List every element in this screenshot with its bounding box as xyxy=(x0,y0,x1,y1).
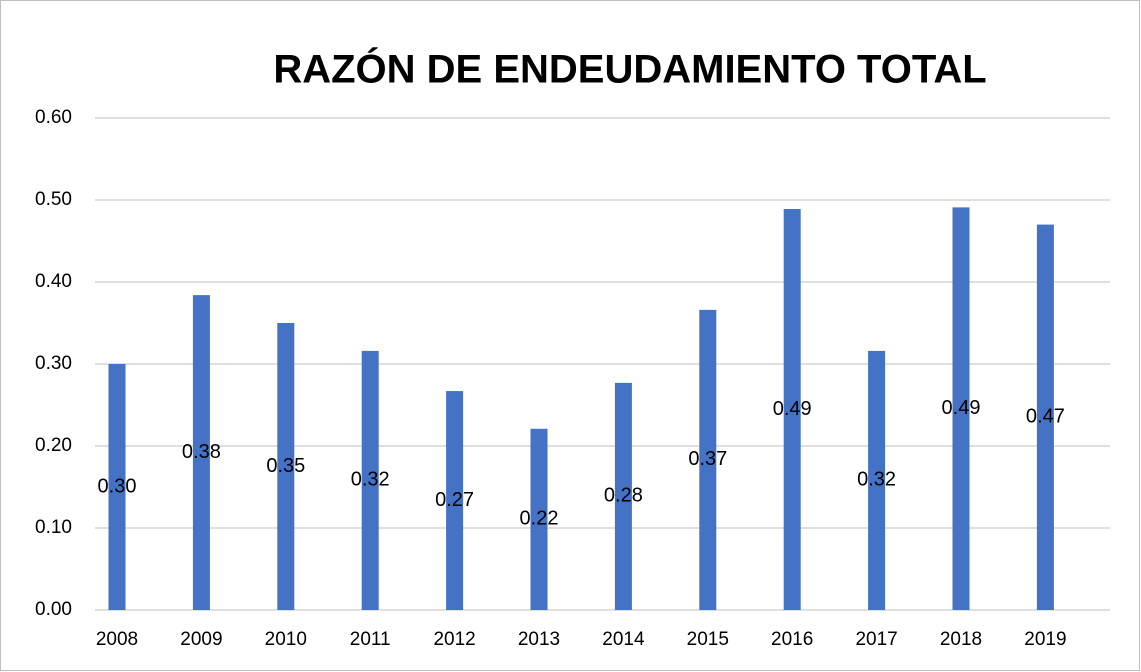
data-label: 0.49 xyxy=(942,397,981,419)
data-label: 0.32 xyxy=(857,469,896,491)
x-tick-label: 2018 xyxy=(940,629,982,650)
data-label: 0.49 xyxy=(773,398,812,420)
x-tick-label: 2016 xyxy=(771,629,813,650)
y-tick-label: 0.30 xyxy=(35,353,72,374)
y-tick-label: 0.20 xyxy=(35,435,72,456)
x-tick-label: 2014 xyxy=(602,629,645,650)
x-tick-label: 2010 xyxy=(265,629,307,650)
data-label: 0.22 xyxy=(520,508,559,530)
data-label: 0.35 xyxy=(266,455,305,477)
x-tick-label: 2012 xyxy=(433,629,475,650)
y-tick-label: 0.50 xyxy=(35,189,72,210)
x-tick-label: 2013 xyxy=(518,629,560,650)
x-tick-label: 2017 xyxy=(855,629,897,650)
data-label: 0.38 xyxy=(182,441,221,463)
bar xyxy=(868,350,886,610)
data-label: 0.37 xyxy=(688,448,727,470)
x-tick-label: 2008 xyxy=(96,629,138,650)
bar xyxy=(699,309,717,610)
bar xyxy=(361,350,379,610)
y-tick-label: 0.00 xyxy=(35,599,72,620)
bar xyxy=(614,382,632,610)
chart-title: RAZÓN DE ENDEUDAMIENTO TOTAL xyxy=(273,46,986,92)
bar xyxy=(446,391,464,610)
y-tick-label: 0.60 xyxy=(35,107,72,128)
data-label: 0.30 xyxy=(98,475,137,497)
y-tick-label: 0.40 xyxy=(35,271,72,292)
bar xyxy=(277,323,295,610)
x-tick-label: 2019 xyxy=(1024,629,1066,650)
data-label: 0.32 xyxy=(351,469,390,491)
bar xyxy=(530,428,548,610)
data-label: 0.28 xyxy=(604,485,643,507)
y-tick-label: 0.10 xyxy=(35,517,72,538)
x-tick-label: 2011 xyxy=(350,629,391,650)
bar xyxy=(1036,224,1054,610)
x-tick-label: 2009 xyxy=(180,629,222,650)
bar xyxy=(783,209,801,610)
bar xyxy=(192,295,210,610)
bar xyxy=(108,364,126,610)
x-tick-label: 2015 xyxy=(687,629,729,650)
bar xyxy=(952,207,970,610)
data-label: 0.47 xyxy=(1026,406,1065,428)
data-label: 0.27 xyxy=(435,489,474,511)
